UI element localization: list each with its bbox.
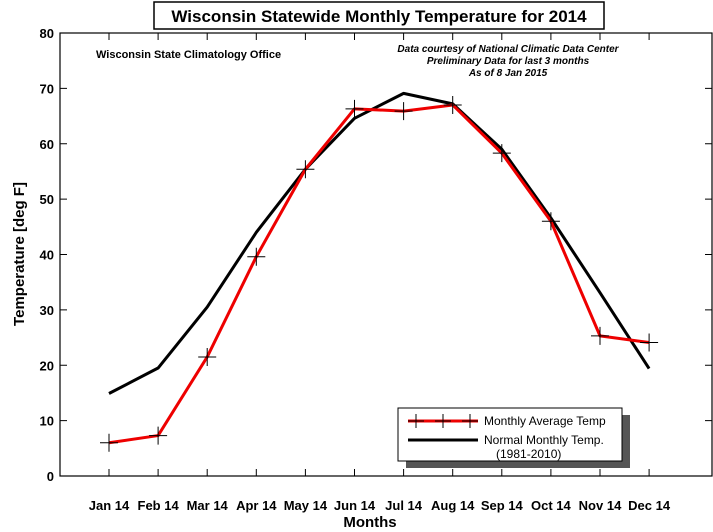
title-frame bbox=[153, 1, 605, 30]
data-point-plus bbox=[492, 144, 511, 163]
y-tick-label: 10 bbox=[40, 414, 54, 429]
x-tick-label: Nov 14 bbox=[579, 498, 622, 513]
y-axis-label: Temperature [deg F] bbox=[11, 182, 28, 326]
annotation-right-line-3: As of 8 Jan 2015 bbox=[468, 68, 548, 79]
legend-box bbox=[397, 407, 623, 462]
title-box: Wisconsin Statewide Monthly Temperature … bbox=[153, 1, 605, 30]
y-tick-label: 50 bbox=[40, 192, 54, 207]
data-point-plus bbox=[541, 212, 560, 231]
data-point-plus bbox=[149, 426, 168, 445]
data-point-plus bbox=[247, 247, 266, 266]
x-tick-label: Apr 14 bbox=[236, 498, 277, 513]
legend-label-normal-period: (1981-2010) bbox=[496, 447, 561, 461]
x-axis-label: Months bbox=[343, 514, 396, 531]
legend-entry-normal: Normal Monthly Temp. (1981-2010) bbox=[408, 433, 604, 461]
series-normal-monthly bbox=[108, 91, 651, 395]
x-tick-label: Aug 14 bbox=[431, 498, 475, 513]
data-point-plus bbox=[443, 95, 462, 114]
legend-label-normal: Normal Monthly Temp. bbox=[484, 433, 604, 447]
legend-label-monthly: Monthly Average Temp bbox=[484, 414, 606, 428]
data-point-plus bbox=[640, 333, 659, 352]
x-tick-label: Oct 14 bbox=[531, 498, 572, 513]
data-point-plus bbox=[296, 160, 315, 179]
x-tick-label: Mar 14 bbox=[187, 498, 229, 513]
chart-title: Wisconsin Statewide Monthly Temperature … bbox=[171, 7, 587, 26]
series-line-normal bbox=[108, 91, 651, 395]
data-point-plus bbox=[198, 347, 217, 366]
legend: Monthly Average Temp Normal Monthly Temp… bbox=[397, 407, 630, 468]
x-tick-label: Sep 14 bbox=[481, 498, 524, 513]
legend-entry-monthly: Monthly Average Temp bbox=[408, 414, 606, 428]
x-tick-label: Jan 14 bbox=[89, 498, 130, 513]
data-point-plus bbox=[100, 433, 118, 452]
annotation-right-line-1: Data courtesy of National Climatic Data … bbox=[397, 44, 619, 55]
x-tick-label: May 14 bbox=[284, 498, 328, 513]
y-tick-label: 60 bbox=[40, 137, 54, 152]
series-layer bbox=[100, 91, 659, 452]
data-point-plus bbox=[345, 99, 364, 118]
x-tick-label: Jul 14 bbox=[385, 498, 423, 513]
y-tick-label: 0 bbox=[47, 469, 54, 484]
series-line-monthly bbox=[108, 103, 650, 445]
annotation-left: Wisconsin State Climatology Office bbox=[96, 49, 281, 61]
y-tick-label: 40 bbox=[40, 248, 54, 263]
y-axis: 0 10 20 30 40 50 60 70 80 bbox=[40, 26, 712, 484]
y-tick-label: 70 bbox=[40, 81, 54, 96]
data-point-plus bbox=[394, 102, 413, 121]
series-monthly-average bbox=[100, 95, 659, 452]
x-tick-label: Feb 14 bbox=[138, 498, 180, 513]
x-tick-label: Dec 14 bbox=[628, 498, 671, 513]
x-axis: Jan 14 Feb 14 Mar 14 Apr 14 May 14 Jun 14 Jul … bbox=[89, 33, 671, 513]
y-tick-label: 30 bbox=[40, 303, 54, 318]
annotation-right-line-2: Preliminary Data for last 3 months bbox=[427, 56, 590, 67]
x-tick-label: Jun 14 bbox=[334, 498, 376, 513]
data-point-plus bbox=[591, 326, 609, 345]
legend-marker-plus bbox=[408, 414, 478, 428]
y-tick-label: 20 bbox=[40, 358, 54, 373]
y-tick-label: 80 bbox=[40, 26, 54, 41]
